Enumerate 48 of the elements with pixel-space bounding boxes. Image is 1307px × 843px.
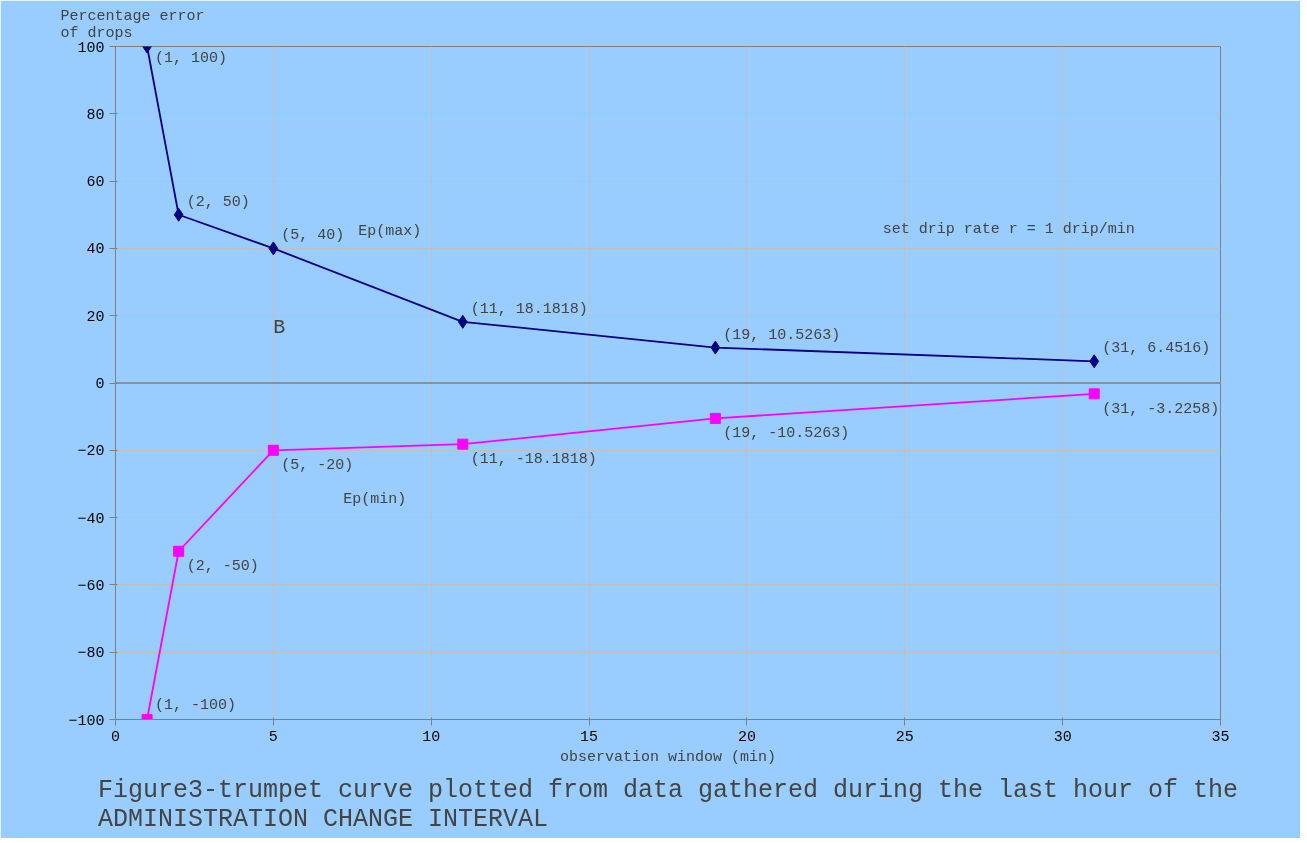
point — [268, 241, 279, 256]
point — [457, 438, 469, 450]
data-label: (2, 50) — [186, 193, 250, 211]
point — [173, 545, 185, 557]
x-tick-label: 25 — [895, 728, 914, 746]
data-label: (1, -100) — [155, 696, 237, 714]
y-tick-label: 0 — [95, 376, 105, 393]
text: Figure3-trumpet curve plotted from data gathered during the last hour of the ADMINISTRATION CHANGE INTERVAL — [97, 775, 1239, 834]
text: Ep(max) — [358, 223, 422, 241]
x-tick-label: 20 — [737, 728, 756, 746]
data-label: (5, -20) — [281, 457, 354, 475]
point — [457, 314, 468, 329]
y-tick-label: −100 — [68, 712, 105, 730]
x-tick-label: 30 — [1053, 728, 1072, 746]
y-tick-label: 40 — [86, 241, 105, 259]
y-tick-label: 100 — [77, 39, 105, 57]
point — [1088, 388, 1100, 400]
data-label: (31, 6.4516) — [1102, 340, 1211, 358]
point — [173, 207, 184, 222]
x-tick-label: 15 — [580, 728, 599, 746]
y-tick-label: −80 — [77, 645, 105, 663]
data-label: (31, -3.2258) — [1102, 400, 1220, 418]
x-tick-label: 35 — [1211, 728, 1230, 746]
annotation: B — [273, 316, 286, 340]
y-tick-label: −20 — [77, 443, 105, 461]
data-label: (19, -10.5263) — [723, 425, 850, 443]
point — [267, 444, 279, 456]
y-tick-label: −40 — [77, 510, 105, 528]
data-label: (2, -50) — [186, 558, 259, 576]
data-label: (19, 10.5263) — [723, 326, 841, 344]
y-axis-title: Percentage error of drops — [60, 7, 205, 42]
y-tick-label: 80 — [86, 106, 105, 124]
y-tick-label: −60 — [77, 577, 105, 595]
data-label: (11, -18.1818) — [470, 451, 597, 469]
data-label: (1, 100) — [155, 49, 228, 67]
data-label: (11, 18.1818) — [470, 300, 588, 318]
point — [1089, 354, 1100, 369]
point — [709, 412, 721, 424]
x-tick-label: 10 — [422, 728, 441, 746]
x-axis-title: observation window (min) — [559, 748, 777, 766]
text: Ep(min) — [343, 491, 407, 509]
annotation: set drip rate r = 1 drip/min — [882, 221, 1135, 239]
y-tick-label: 20 — [86, 308, 105, 326]
x-tick-label: 5 — [268, 728, 278, 746]
point — [710, 340, 721, 355]
data-label: (5, 40) — [281, 227, 345, 245]
y-tick-label: 60 — [86, 174, 105, 192]
x-tick-label: 0 — [111, 728, 121, 746]
